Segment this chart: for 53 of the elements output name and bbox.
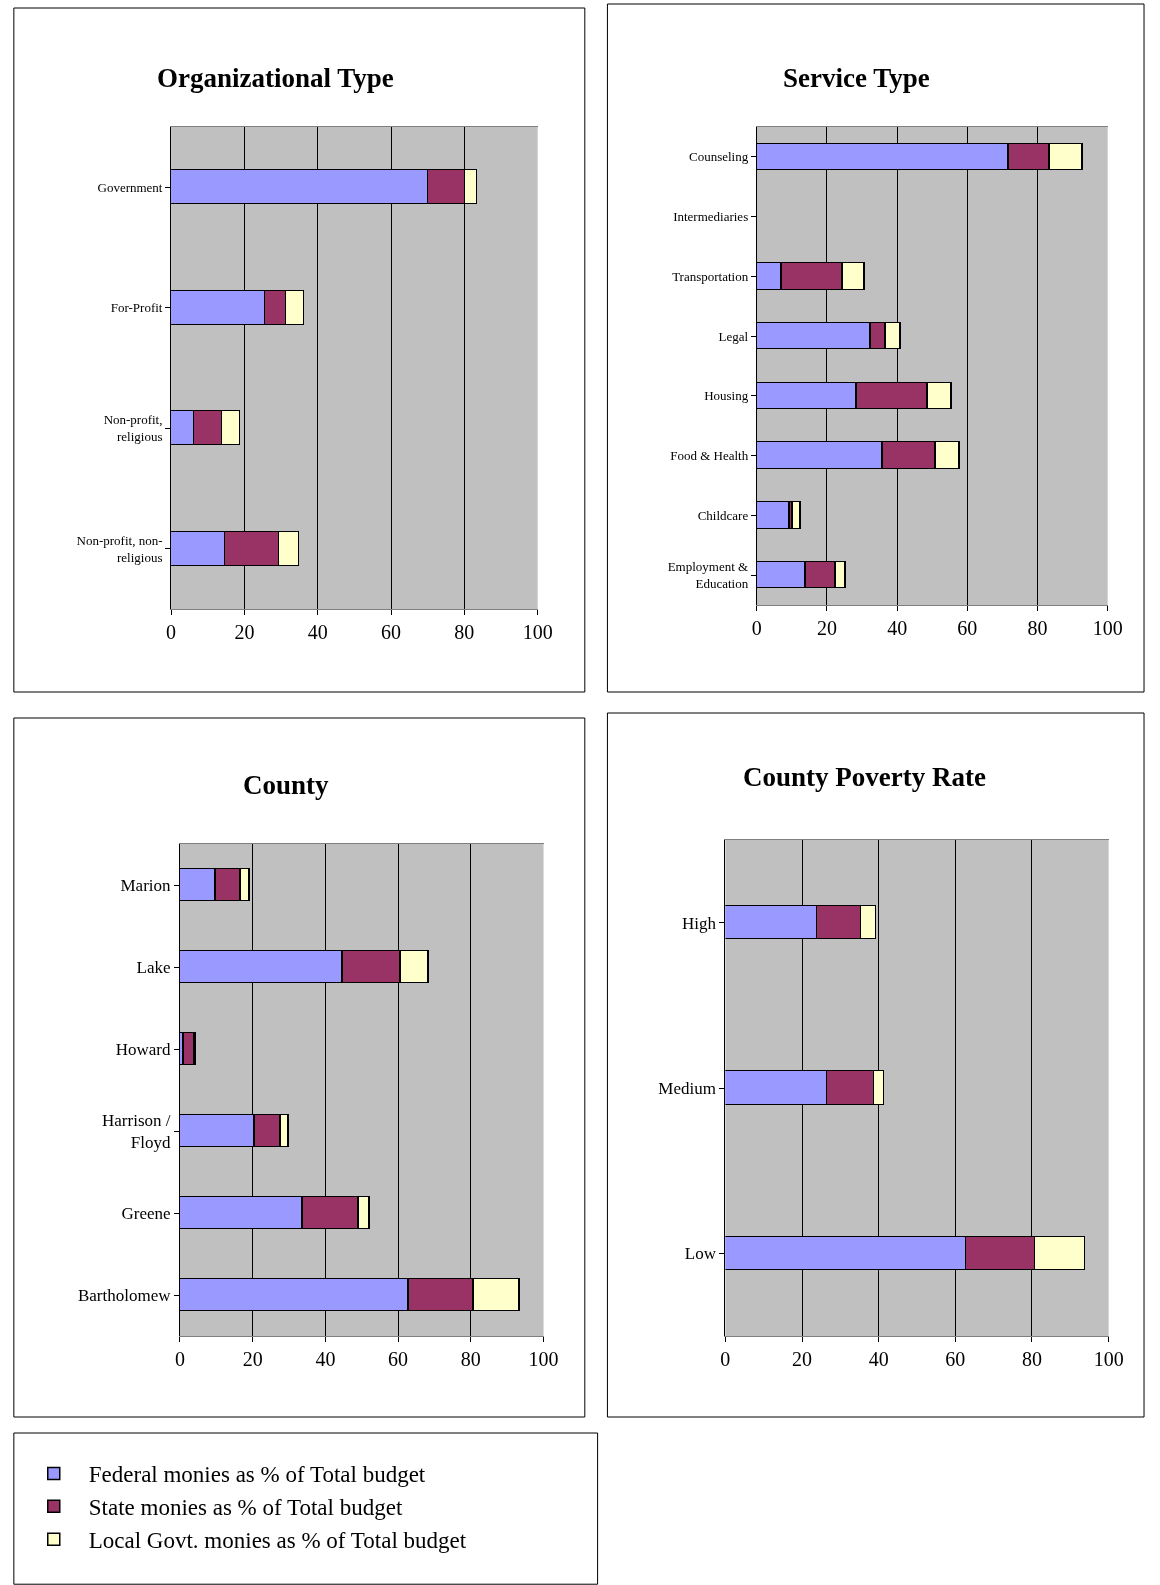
y-tick-label: For-Profit <box>110 300 163 316</box>
chart-title: Service Type <box>783 63 930 93</box>
x-tick-label: 20 <box>816 617 837 639</box>
y-tick-label: Harrison / Floyd <box>102 1110 172 1152</box>
x-tick-label: 40 <box>868 1348 889 1370</box>
legend-label: Local Govt. monies as % of Total budget <box>88 1528 467 1554</box>
y-tick-label: Food & Health <box>670 448 749 464</box>
x-tick-label: 40 <box>887 617 908 639</box>
y-tick-label: Lake <box>136 957 171 977</box>
x-tick-label: 80 <box>460 1348 481 1370</box>
x-tick-label: 80 <box>454 621 475 643</box>
x-tick-label: 60 <box>945 1348 966 1370</box>
x-tick-label: 40 <box>315 1348 336 1370</box>
x-tick-label: 100 <box>528 1348 559 1370</box>
x-tick-label: 100 <box>522 621 553 643</box>
y-tick-label: Non-profit, non-religious <box>76 532 163 565</box>
y-tick-label: Low <box>684 1244 717 1264</box>
y-tick-label: Transportation <box>672 268 749 284</box>
y-tick-label: Housing <box>704 388 749 404</box>
legend-label: Federal monies as % of Total budget <box>88 1462 426 1488</box>
y-tick-label: High <box>681 913 717 933</box>
y-tick-label: Bartholomew <box>77 1285 172 1305</box>
x-tick-label: 60 <box>957 617 978 639</box>
x-tick-label: 0 <box>720 1348 731 1370</box>
y-tick-label: Non-profit, religious <box>103 412 163 445</box>
y-tick-label: Medium <box>658 1078 716 1098</box>
y-tick-label: Greene <box>121 1203 171 1223</box>
y-tick-label: Legal <box>718 328 749 344</box>
x-tick-label: 80 <box>1021 1348 1042 1370</box>
x-tick-label: 20 <box>792 1348 813 1370</box>
x-tick-label: 80 <box>1027 617 1048 639</box>
x-tick-label: 0 <box>166 621 177 643</box>
x-tick-label: 60 <box>381 621 402 643</box>
chart-title: Organizational Type <box>157 63 394 93</box>
legend-label: State monies as % of Total budget <box>88 1495 403 1521</box>
x-tick-label: 40 <box>307 621 328 643</box>
y-tick-label: Howard <box>115 1039 172 1059</box>
y-tick-label: Intermediaries <box>673 209 749 225</box>
chart-title: County Poverty Rate <box>743 762 986 792</box>
y-tick-label: Childcare <box>697 507 749 523</box>
y-tick-label: Marion <box>120 875 172 895</box>
y-tick-label: Counseling <box>688 149 749 165</box>
x-tick-label: 60 <box>388 1348 409 1370</box>
x-tick-label: 0 <box>751 617 762 639</box>
chart-title: County <box>243 770 330 800</box>
y-tick-label: Government <box>97 179 163 195</box>
x-tick-label: 100 <box>1093 1348 1124 1370</box>
bar <box>791 500 801 529</box>
y-tick-label: Employment & Education <box>667 559 749 592</box>
x-tick-label: 100 <box>1092 617 1123 639</box>
x-tick-label: 0 <box>174 1348 185 1370</box>
x-tick-label: 20 <box>242 1348 263 1370</box>
x-tick-label: 20 <box>234 621 255 643</box>
